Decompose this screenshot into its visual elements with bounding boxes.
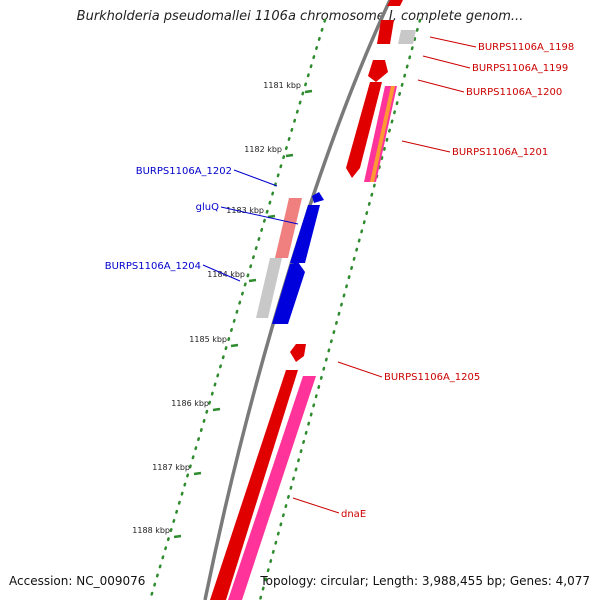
leader-line <box>220 206 299 225</box>
leader-line <box>422 55 471 69</box>
feature-cds-reverse-icon <box>272 262 305 324</box>
tick-mark <box>193 471 202 476</box>
feature-labels: BURPS1106A_1198 BURPS1106A_1199 BURPS1106A… <box>105 36 574 520</box>
tick-mark <box>285 153 294 158</box>
feature-pseudogene-icon <box>398 30 416 44</box>
topology-text: Topology: circular; Length: 3,988,455 bp… <box>260 574 590 588</box>
feature-pseudogene-icon <box>275 198 302 258</box>
feature-cds-icon <box>290 344 306 362</box>
map-title: Burkholderia pseudomallei 1106a chromoso… <box>76 9 524 24</box>
tick-label: 1181 kbp <box>263 81 301 90</box>
feature-cds-icon <box>377 20 394 44</box>
dot-track-0 <box>148 18 327 600</box>
leader-line <box>233 169 278 187</box>
leader-line <box>337 361 383 378</box>
feature-cds-reverse-icon <box>290 205 320 263</box>
feature-label: BURPS1106A_1205 <box>384 372 480 383</box>
feature-pseudogene-icon <box>256 258 282 318</box>
leader-line <box>292 497 340 514</box>
feature-label: BURPS1106A_1198 <box>478 42 574 53</box>
accession-text: Accession: NC_009076 <box>9 574 146 588</box>
tick-label: 1187 kbp <box>152 463 190 472</box>
feature-rna-icon <box>370 86 395 182</box>
tick-label: 1182 kbp <box>244 145 282 154</box>
tick-dot-track <box>148 18 422 600</box>
tick-mark <box>304 89 313 94</box>
leader-line <box>202 264 241 282</box>
feature-cds-icon <box>346 82 382 178</box>
feature-label: BURPS1106A_1201 <box>452 147 548 158</box>
feature-label: BURPS1106A_1199 <box>472 63 568 74</box>
tick-mark <box>173 534 182 539</box>
leader-line <box>429 36 477 48</box>
feature-cds-icon <box>210 370 298 600</box>
feature-label: BURPS1106A_1202 <box>136 166 232 177</box>
feature-label: BURPS1106A_1204 <box>105 261 201 272</box>
tick-label: 1183 kbp <box>226 206 264 215</box>
leader-line <box>417 79 465 93</box>
tick-mark <box>267 214 276 219</box>
tick-label: 1188 kbp <box>132 526 170 535</box>
tick-label: 1186 kbp <box>171 399 209 408</box>
feature-label: dnaE <box>341 509 366 520</box>
feature-cds-icon <box>387 0 403 6</box>
feature-label: gluQ <box>196 202 219 213</box>
feature-label: BURPS1106A_1200 <box>466 87 562 98</box>
feature-cds-icon <box>368 60 388 82</box>
feature-cds-reverse-icon <box>312 192 324 203</box>
tick-mark <box>230 343 239 348</box>
tick-mark <box>212 407 221 412</box>
tick-label: 1185 kbp <box>189 335 227 344</box>
tick-mark <box>248 278 257 283</box>
feature-rna-icon <box>228 376 316 600</box>
feature-track <box>210 0 416 600</box>
leader-line <box>401 140 451 153</box>
